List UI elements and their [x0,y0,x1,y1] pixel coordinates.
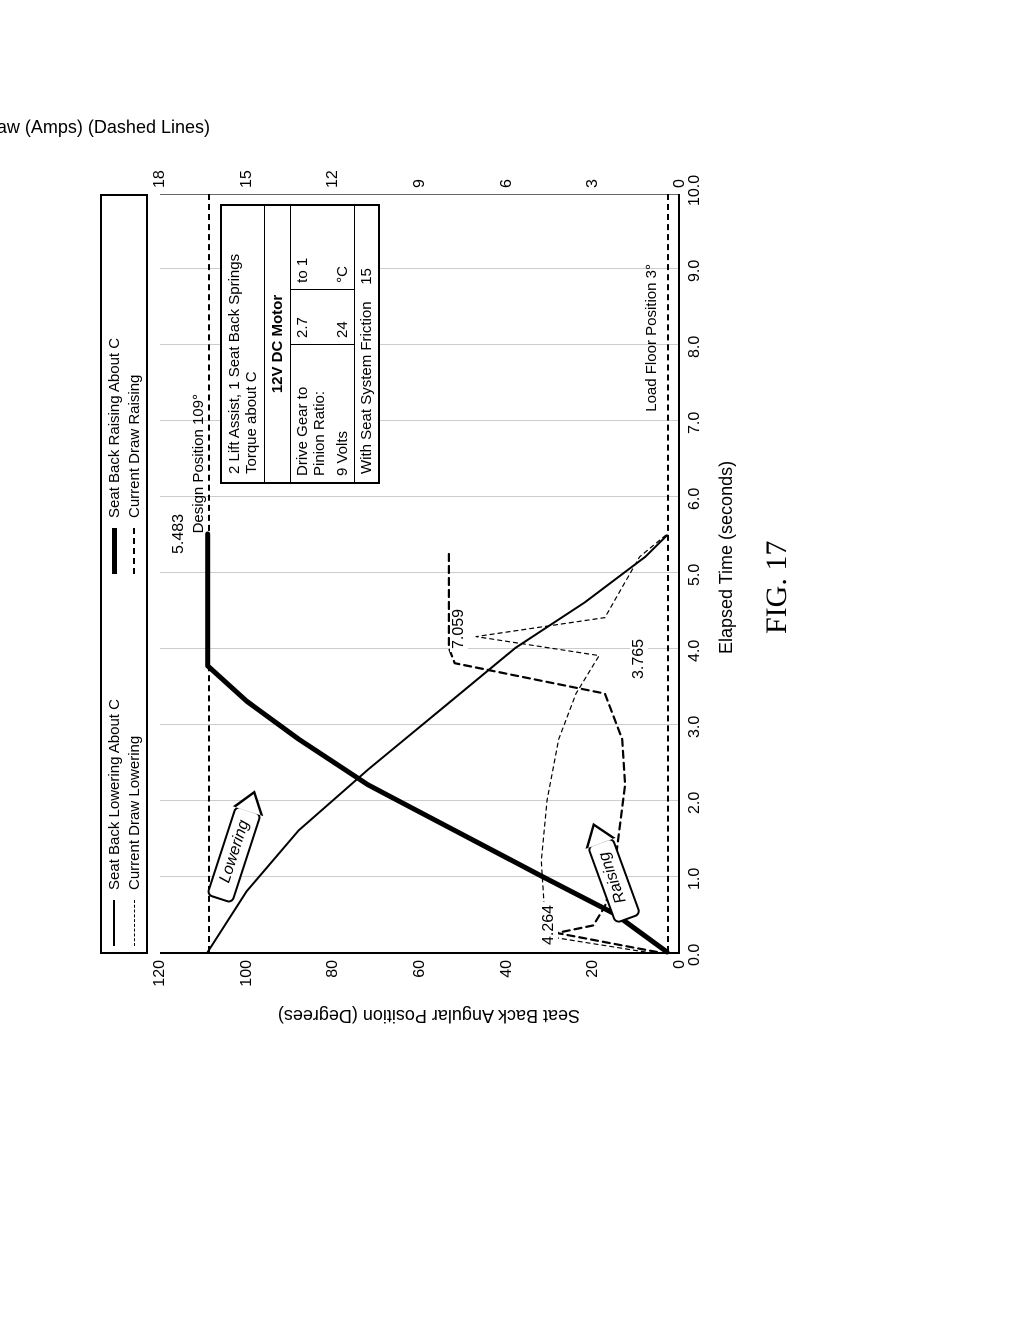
legend: Seat Back Lowering About C Seat Back Rai… [100,194,148,954]
panel-cell: 9 Volts [331,344,354,482]
y2-tick-label: 15 [238,170,256,188]
panel-cell: 15 [358,268,375,285]
x-axis-title: Elapsed Time (seconds) [716,461,737,654]
y-tick-label: 60 [411,960,429,978]
x-tick-label: 9.0 [686,260,704,282]
panel-row: Drive Gear to Pinion Ratio: 2.7 to 1 [291,206,331,482]
y-tick-label: 40 [498,960,516,978]
panel-cell: 24 [331,289,354,344]
y2-tick-label: 18 [151,170,169,188]
legend-item: Seat Back Raising About C [106,202,123,574]
motor-spec-panel: 2 Lift Assist, 1 Seat Back Springs Torqu… [220,204,380,484]
legend-swatch [112,528,117,574]
x-tick-label: 8.0 [686,336,704,358]
y-tick-label: 20 [584,960,602,978]
callout-lowering-end-time: 5.483 [170,511,188,557]
y2-tick-label: 0 [671,179,689,188]
panel-row: 9 Volts 24 °C [331,206,354,482]
panel-cell: °C [331,206,354,289]
panel-cell: With Seat System Friction [358,301,375,474]
annot-design-position: Design Position 109° [190,394,207,533]
y2-tick-label: 3 [584,179,602,188]
callout-raising-peak-amp: 4.264 [540,902,558,948]
patent-page: Patent Application Publication Nov. 12, … [0,0,1024,1320]
x-axis-ticks: 0.01.02.03.04.05.06.07.08.09.010.0 [686,194,706,954]
y-axis-title-left: Seat Back Angular Position (Degrees) [278,1005,580,1026]
legend-label: Current Draw Lowering [126,736,143,890]
y-tick-label: 120 [151,960,169,987]
legend-swatch [134,900,135,946]
chart: Seat Back Lowering About C Seat Back Rai… [60,74,860,1074]
y2-tick-label: 12 [324,170,342,188]
x-tick-label: 6.0 [686,488,704,510]
legend-swatch [113,900,115,946]
y-tick-label: 0 [671,960,689,969]
legend-label: Seat Back Raising About C [106,338,123,518]
panel-row: With Seat System Friction 15 [354,206,378,482]
panel-title: 2 Lift Assist, 1 Seat Back Springs Torqu… [222,206,265,482]
panel-cell: to 1 [291,206,331,289]
callout-raising-end-time: 3.765 [630,636,648,682]
x-tick-label: 5.0 [686,564,704,586]
legend-item: Seat Back Lowering About C [106,574,123,946]
x-tick-label: 3.0 [686,716,704,738]
legend-label: Seat Back Lowering About C [106,699,123,890]
y-tick-label: 100 [238,960,256,987]
legend-item: Current Draw Lowering [126,574,143,946]
callout-lowering-peak-amp: 7.059 [450,606,468,652]
x-tick-label: 2.0 [686,792,704,814]
panel-subtitle: 12V DC Motor [265,206,291,482]
y2-tick-label: 9 [411,179,429,188]
y-axis-ticks-right: 0369121518 [160,148,680,188]
legend-swatch [133,528,135,574]
y-tick-label: 80 [324,960,342,978]
x-tick-label: 7.0 [686,412,704,434]
series-lowering-position [208,535,667,952]
panel-cell: Drive Gear to Pinion Ratio: [291,344,331,482]
legend-label: Current Draw Raising [126,375,143,518]
panel-cell: 2.7 [291,289,331,344]
series-raising-position [208,534,667,952]
legend-item: Current Draw Raising [126,202,143,574]
y-axis-title-right: Current Draw (Amps) (Dashed Lines) [0,117,210,138]
y2-tick-label: 6 [498,179,516,188]
figure-rotated-wrapper: Seat Back Lowering About C Seat Back Rai… [60,170,1024,1074]
x-tick-label: 4.0 [686,640,704,662]
x-tick-label: 1.0 [686,868,704,890]
y-axis-ticks-left: 020406080100120 [160,960,680,1004]
plot-area: 5.483 7.059 3.765 4.264 Design Position … [160,194,680,954]
figure-caption: FIG. 17 [760,541,794,634]
annot-load-floor: Load Floor Position 3° [643,264,660,412]
